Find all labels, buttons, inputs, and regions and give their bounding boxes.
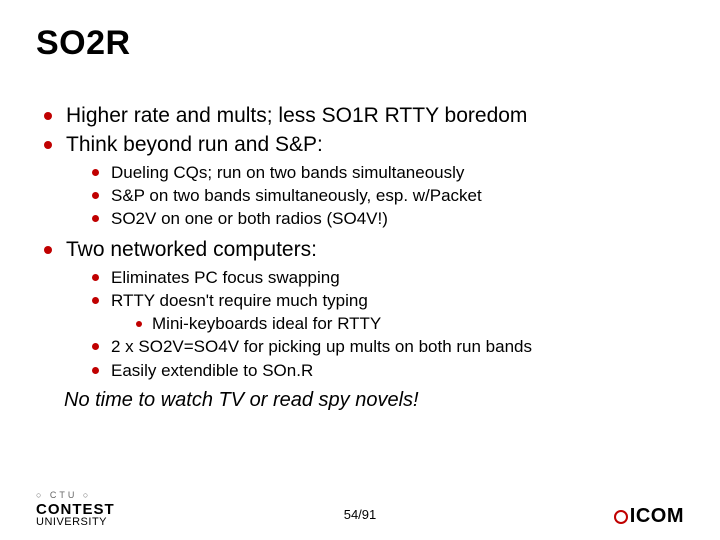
icom-logo: ICOM [614, 505, 684, 528]
bullet-dot [92, 367, 99, 374]
bullet-l1: Two networked computers: [44, 237, 684, 263]
bullet-l2: SO2V on one or both radios (SO4V!) [92, 208, 684, 229]
page-number: 54/91 [344, 507, 377, 522]
slide-title: SO2R [36, 24, 684, 63]
bullet-dot [44, 246, 52, 254]
bullet-l2: 2 x SO2V=SO4V for picking up mults on bo… [92, 336, 684, 357]
bullet-text: Higher rate and mults; less SO1R RTTY bo… [66, 103, 527, 129]
bullet-l2: Dueling CQs; run on two bands simultaneo… [92, 162, 684, 183]
contest-university-logo: ○ CTU ○ CONTEST UNIVERSITY [36, 491, 115, 528]
bullet-l2: Eliminates PC focus swapping [92, 267, 684, 288]
bullet-text: Eliminates PC focus swapping [111, 267, 340, 288]
closing-line: No time to watch TV or read spy novels! [64, 389, 684, 412]
bullet-dot [44, 112, 52, 120]
bullet-text: Easily extendible to SOn.R [111, 360, 313, 381]
bullet-text: Two networked computers: [66, 237, 317, 263]
bullet-dot [92, 169, 99, 176]
bullet-dot [92, 192, 99, 199]
bullet-text: Think beyond run and S&P: [66, 132, 323, 158]
bullet-text: RTTY doesn't require much typing [111, 290, 368, 311]
bullet-text: 2 x SO2V=SO4V for picking up mults on bo… [111, 336, 532, 357]
bullet-l2: S&P on two bands simultaneously, esp. w/… [92, 185, 684, 206]
bullet-l2: Easily extendible to SOn.R [92, 360, 684, 381]
bullet-text: Mini-keyboards ideal for RTTY [152, 313, 381, 334]
slide-container: SO2R Higher rate and mults; less SO1R RT… [0, 0, 720, 540]
bullet-text: SO2V on one or both radios (SO4V!) [111, 208, 388, 229]
ctu-tag: ○ CTU ○ [36, 491, 115, 500]
bullet-dot [92, 215, 99, 222]
bullet-dot [92, 274, 99, 281]
bullet-text: S&P on two bands simultaneously, esp. w/… [111, 185, 482, 206]
bullet-l2: RTTY doesn't require much typing [92, 290, 684, 311]
bullet-dot [92, 297, 99, 304]
bullet-l1: Think beyond run and S&P: [44, 132, 684, 158]
bullet-dot [44, 141, 52, 149]
bullet-text: Dueling CQs; run on two bands simultaneo… [111, 162, 464, 183]
bullet-dot [136, 321, 142, 327]
university-label: UNIVERSITY [36, 517, 115, 528]
icom-text: ICOM [630, 505, 684, 528]
contest-label: CONTEST [36, 502, 115, 517]
bullet-l3: Mini-keyboards ideal for RTTY [136, 313, 684, 334]
bullet-dot [92, 343, 99, 350]
bullet-l1: Higher rate and mults; less SO1R RTTY bo… [44, 103, 684, 129]
icom-circle-icon [614, 510, 628, 524]
